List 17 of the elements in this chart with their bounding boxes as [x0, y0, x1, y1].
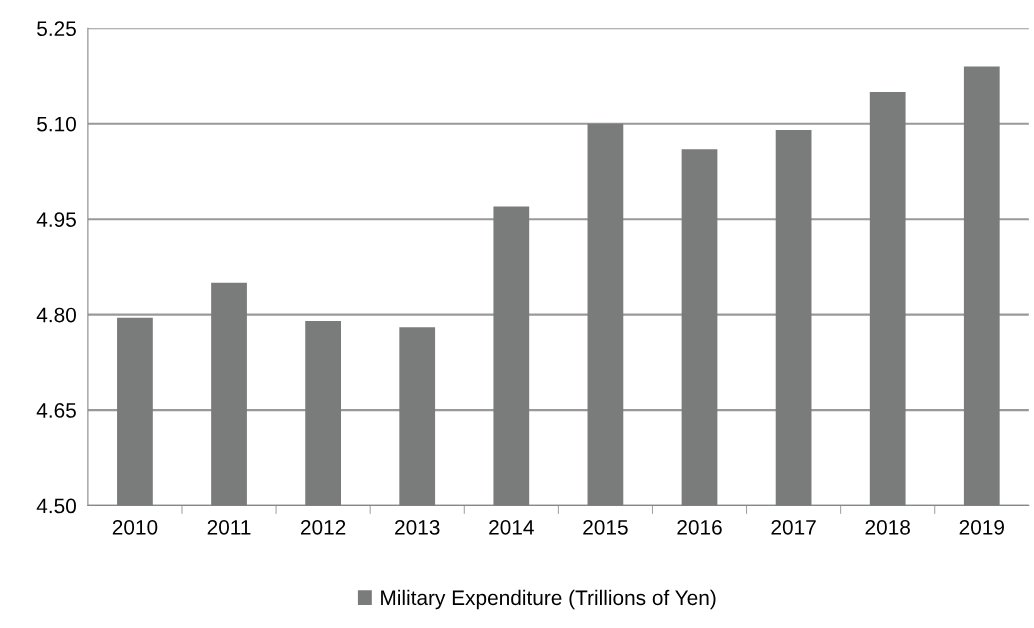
y-tick-label: 4.50: [36, 498, 76, 514]
x-tick-label: 2017: [771, 519, 816, 535]
legend-label: Military Expenditure (Trillions of Yen): [381, 589, 716, 610]
y-tick-label: 4.65: [36, 403, 76, 418]
x-tick-label: 2013: [395, 519, 440, 535]
x-tick-label: 2015: [583, 519, 628, 535]
x-tick-label: 2014: [489, 519, 534, 535]
x-tick-label: 2012: [301, 519, 346, 535]
y-tick-label: 5.25: [37, 21, 76, 37]
x-tick-label: 2016: [677, 519, 722, 535]
x-tick-label: 2019: [959, 519, 1004, 535]
y-tick-label: 4.80: [36, 307, 76, 323]
y-tick-label: 4.95: [36, 212, 76, 227]
x-tick-label: 2011: [207, 519, 251, 535]
y-tick-label: 5.10: [37, 116, 76, 132]
x-tick-label: 2010: [112, 519, 158, 535]
x-tick-label: 2018: [865, 519, 910, 535]
